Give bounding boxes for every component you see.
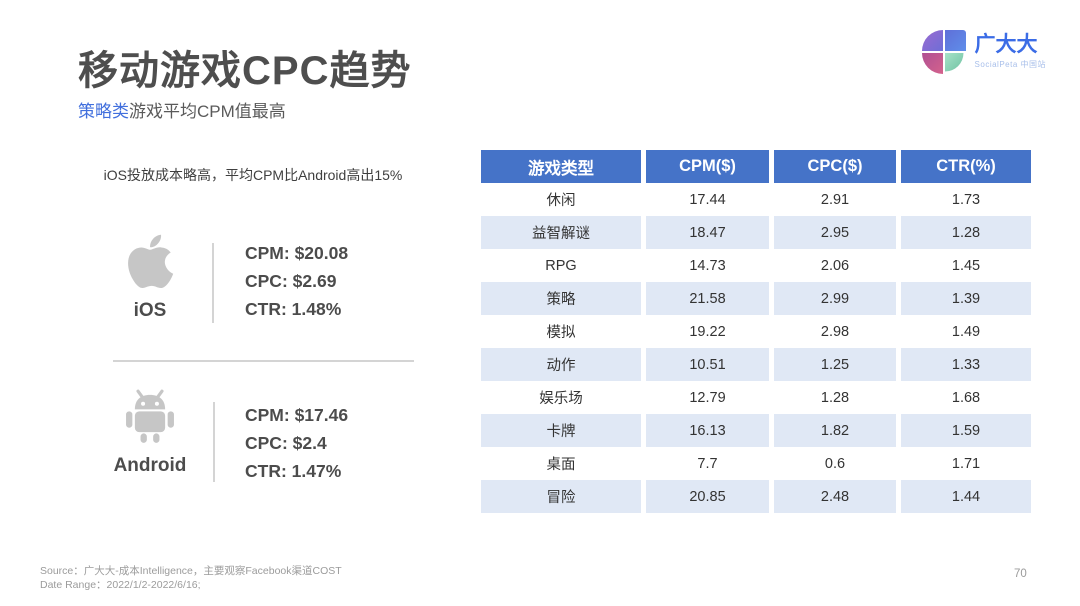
ios-cpc-stat: CPC: $2.69 (245, 271, 337, 291)
logo-quadrant-icon (944, 30, 966, 51)
game-type-cell: 益智解谜 (481, 216, 646, 249)
metric-value-cell: 1.45 (901, 249, 1031, 282)
col-header-cpm: CPM($) (646, 150, 774, 183)
brand-tagline: SocialPeta 中国站 (974, 60, 1046, 70)
metric-value-cell: 0.6 (774, 447, 901, 480)
col-header-game-type: 游戏类型 (481, 150, 646, 183)
table-row: 动作 10.51 1.25 1.33 (481, 348, 1031, 381)
game-type-cell: 策略 (481, 282, 646, 315)
page-number: 70 (1014, 568, 1027, 580)
game-table-body: 休闲 17.44 2.91 1.73 益智解谜 18.47 2.95 1.28 RPG 14.73… (481, 183, 1031, 513)
table-row: RPG 14.73 2.06 1.45 (481, 249, 1031, 282)
section-divider (113, 360, 414, 362)
game-type-cell: 冒险 (481, 480, 646, 513)
page-subtitle: 策略类游戏平均CPM值最高 (78, 97, 286, 122)
ios-cpm-stat: CPM: $20.08 (245, 243, 349, 263)
metric-value-cell: 1.82 (774, 414, 901, 447)
android-icon (126, 389, 174, 443)
date-range-note: Date Range：2022/1/2-2022/6/16; (40, 579, 201, 591)
metric-value-cell: 12.79 (646, 381, 774, 414)
table-row: 娱乐场 12.79 1.28 1.68 (481, 381, 1031, 414)
metric-value-cell: 1.73 (901, 183, 1031, 216)
metric-value-cell: 19.22 (646, 315, 774, 348)
metric-value-cell: 2.91 (774, 183, 901, 216)
col-header-cpc: CPC($) (774, 150, 901, 183)
page-title: 移动游戏CPC趋势 (78, 49, 412, 93)
android-stats: CPM: $17.46 CPC: $2.4 CTR: 1.47% (245, 401, 348, 485)
metric-value-cell: 1.28 (901, 216, 1031, 249)
android-cpc-stat: CPC: $2.4 (245, 433, 327, 453)
table-row: 冒险 20.85 2.48 1.44 (481, 480, 1031, 513)
table-row: 策略 21.58 2.99 1.39 (481, 282, 1031, 315)
logo-quadrant-icon (921, 53, 943, 74)
platform-android: Android (104, 388, 196, 477)
metric-value-cell: 2.98 (774, 315, 901, 348)
table-header-row: 游戏类型 CPM($) CPC($) CTR(%) (481, 150, 1031, 183)
game-type-cell: 动作 (481, 348, 646, 381)
brand-logo-icon (921, 30, 966, 74)
col-header-ctr: CTR(%) (901, 150, 1031, 183)
android-cpm-stat: CPM: $17.46 (245, 405, 349, 425)
metric-value-cell: 1.49 (901, 315, 1031, 348)
metric-value-cell: 10.51 (646, 348, 774, 381)
ios-stats: CPM: $20.08 CPC: $2.69 CTR: 1.48% (245, 239, 348, 323)
metric-value-cell: 20.85 (646, 480, 774, 513)
metric-value-cell: 1.25 (774, 348, 901, 381)
metric-value-cell: 18.47 (646, 216, 774, 249)
subtitle-rest: 游戏平均CPM值最高 (129, 102, 286, 121)
ios-label: iOS (133, 300, 167, 321)
game-metrics-table: 游戏类型 CPM($) CPC($) CTR(%) 休闲 17.44 2.91 1.7… (481, 150, 1031, 513)
vertical-divider (213, 402, 215, 482)
table-row: 桌面 7.7 0.6 1.71 (481, 447, 1031, 480)
game-type-cell: 休闲 (481, 183, 646, 216)
table-row: 卡牌 16.13 1.82 1.59 (481, 414, 1031, 447)
metric-value-cell: 2.48 (774, 480, 901, 513)
game-type-cell: 桌面 (481, 447, 646, 480)
metric-value-cell: 1.59 (901, 414, 1031, 447)
metric-value-cell: 21.58 (646, 282, 774, 315)
table-row: 模拟 19.22 2.98 1.49 (481, 315, 1031, 348)
metric-value-cell: 2.06 (774, 249, 901, 282)
game-type-cell: 模拟 (481, 315, 646, 348)
metric-value-cell: 17.44 (646, 183, 774, 216)
brand-text: 广大大 SocialPeta 中国站 (974, 32, 1046, 70)
vertical-divider (212, 243, 214, 323)
insight-note: iOS投放成本略高，平均CPM比Android高出15% (103, 167, 403, 183)
android-ctr-stat: CTR: 1.47% (245, 461, 342, 481)
game-type-cell: RPG (481, 249, 646, 282)
platform-ios: iOS (104, 231, 196, 322)
metric-value-cell: 1.71 (901, 447, 1031, 480)
footer: Source：广大大-成本Intelligence，主要观察Facebook渠道… (40, 564, 342, 592)
brand-logo: 广大大 SocialPeta 中国站 (921, 30, 1046, 74)
ios-ctr-stat: CTR: 1.48% (245, 299, 342, 319)
metric-value-cell: 2.99 (774, 282, 901, 315)
metric-value-cell: 1.68 (901, 381, 1031, 414)
game-type-cell: 卡牌 (481, 414, 646, 447)
table-row: 益智解谜 18.47 2.95 1.28 (481, 216, 1031, 249)
metric-value-cell: 16.13 (646, 414, 774, 447)
game-type-cell: 娱乐场 (481, 381, 646, 414)
metric-value-cell: 1.28 (774, 381, 901, 414)
logo-quadrant-icon (921, 30, 943, 51)
metric-value-cell: 7.7 (646, 447, 774, 480)
android-label: Android (113, 455, 187, 476)
metric-value-cell: 1.44 (901, 480, 1031, 513)
subtitle-highlight: 策略类 (78, 102, 129, 121)
metric-value-cell: 14.73 (646, 249, 774, 282)
table-row: 休闲 17.44 2.91 1.73 (481, 183, 1031, 216)
apple-icon (128, 234, 174, 289)
metric-value-cell: 1.33 (901, 348, 1031, 381)
logo-quadrant-icon (944, 53, 964, 72)
brand-name: 广大大 (974, 32, 1038, 56)
source-note: Source：广大大-成本Intelligence，主要观察Facebook渠道… (40, 565, 342, 577)
metric-value-cell: 1.39 (901, 282, 1031, 315)
metric-value-cell: 2.95 (774, 216, 901, 249)
